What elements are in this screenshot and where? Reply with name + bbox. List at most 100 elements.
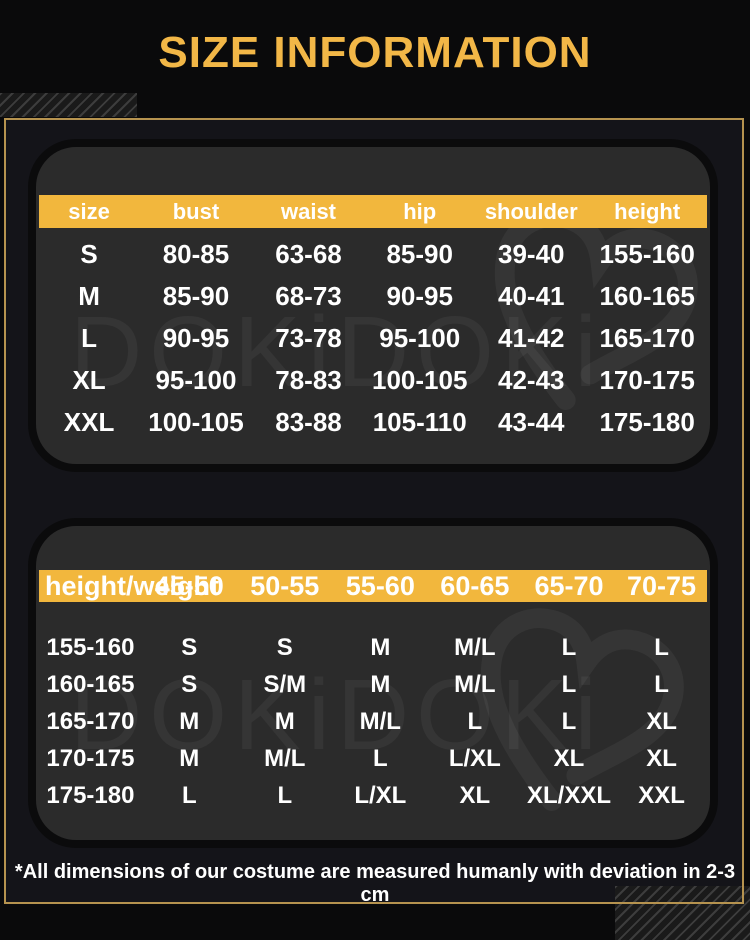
value-cell: M/L	[359, 707, 401, 735]
size-table-header-row: size bust waist hip shoulder height	[39, 195, 707, 228]
value-cell: 40-41	[498, 280, 565, 311]
measurement-disclaimer: *All dimensions of our costume are measu…	[14, 861, 736, 906]
table-row: L 90-95 73-78 95-100 41-42 165-170	[39, 317, 707, 359]
header-cell: 65-70	[534, 570, 604, 601]
table-row: 170-175 M M/L L L/XL XL XL	[39, 740, 707, 777]
size-cell: M	[78, 280, 100, 311]
height-range-cell: 175-180	[46, 781, 135, 809]
value-cell: 43-44	[498, 406, 565, 437]
header-cell: 70-75	[627, 570, 697, 601]
table-row: 155-160 S S M M/L L L	[39, 629, 707, 666]
value-cell: 85-90	[386, 238, 453, 269]
value-cell: 85-90	[162, 280, 230, 311]
value-cell: XL	[646, 707, 677, 735]
value-cell: 80-85	[162, 238, 230, 269]
hatched-decoration-top-left	[0, 93, 137, 117]
header-cell: 45-50	[154, 570, 224, 601]
table-row: XL 95-100 78-83 100-105 42-43 170-175	[39, 359, 707, 401]
value-cell: L/XL	[354, 781, 407, 809]
value-cell: L	[372, 744, 388, 772]
value-cell: L	[561, 633, 577, 661]
value-cell: L	[277, 781, 293, 809]
value-cell: 90-95	[162, 322, 230, 353]
table-row: 165-170 M M M/L L L XL	[39, 703, 707, 740]
fit-table-header-row: height/weight 45-50 50-55 55-60 60-65 65…	[39, 570, 707, 602]
table-row: M 85-90 68-73 90-95 40-41 160-165	[39, 275, 707, 317]
value-cell: L	[654, 670, 669, 698]
value-cell: S	[181, 633, 198, 661]
fit-table: height/weight 45-50 50-55 55-60 60-65 65…	[39, 570, 707, 814]
value-cell: XL	[553, 744, 585, 772]
height-range-cell: 160-165	[46, 670, 135, 698]
header-cell: 50-55	[250, 570, 320, 601]
header-cell: size	[68, 198, 110, 224]
value-cell: M	[370, 633, 391, 661]
height-range-cell: 170-175	[46, 744, 135, 772]
value-cell: 165-170	[599, 322, 695, 353]
height-range-cell: 165-170	[46, 707, 135, 735]
value-cell: L	[654, 633, 669, 661]
value-cell: 68-73	[275, 280, 342, 311]
height-range-cell: 155-160	[46, 633, 135, 661]
value-cell: L/XL	[448, 744, 501, 772]
size-cell: L	[81, 322, 98, 353]
value-cell: S	[276, 633, 293, 661]
value-cell: 78-83	[275, 364, 342, 395]
header-cell: shoulder	[484, 198, 578, 224]
fit-table-body: 155-160 S S M M/L L L 160-165 S S/M M M/…	[39, 629, 707, 814]
header-cell: 55-60	[345, 570, 415, 601]
value-cell: L	[561, 670, 577, 698]
value-cell: L	[181, 781, 197, 809]
size-cell: XXL	[63, 406, 115, 437]
header-cell: bust	[172, 198, 220, 224]
value-cell: 95-100	[379, 322, 461, 353]
size-cell: S	[80, 238, 98, 269]
value-cell: 63-68	[275, 238, 342, 269]
value-cell: L	[467, 707, 483, 735]
value-cell: 170-175	[599, 364, 695, 395]
table-row: 175-180 L L L/XL XL XL/XXL XXL	[39, 777, 707, 814]
header-cell: hip	[403, 198, 437, 224]
value-cell: M/L	[454, 670, 496, 698]
value-cell: 155-160	[599, 238, 695, 269]
value-cell: 41-42	[498, 322, 565, 353]
value-cell: M/L	[264, 744, 306, 772]
value-cell: M	[179, 707, 200, 735]
value-cell: M	[179, 744, 200, 772]
value-cell: XXL	[638, 781, 685, 809]
value-cell: S/M	[263, 670, 307, 698]
header-cell: waist	[280, 198, 337, 224]
value-cell: 95-100	[155, 364, 237, 395]
value-cell: L	[561, 707, 577, 735]
value-cell: 42-43	[498, 364, 565, 395]
table-row: 160-165 S S/M M M/L L L	[39, 666, 707, 703]
hatched-decoration-bottom-right	[615, 886, 750, 940]
value-cell: 175-180	[599, 406, 695, 437]
value-cell: M/L	[454, 633, 496, 661]
value-cell: 83-88	[275, 406, 342, 437]
value-cell: 100-105	[148, 406, 244, 437]
size-table-body: S 80-85 63-68 85-90 39-40 155-160 M 85-9…	[39, 233, 707, 443]
value-cell: 90-95	[386, 280, 453, 311]
corner-label: height/weight	[45, 570, 219, 601]
value-cell: M	[274, 707, 295, 735]
height-weight-panel: DOKiDOKi height/weight 45-50 50-55 55-60…	[28, 518, 718, 848]
table-row: XXL 100-105 83-88 105-110 43-44 175-180	[39, 401, 707, 443]
page-title: SIZE INFORMATION	[158, 28, 592, 77]
value-cell: M	[370, 670, 391, 698]
value-cell: 160-165	[599, 280, 695, 311]
size-measurements-panel: DOKiDOKi size bust waist hip shoulder he…	[28, 139, 718, 472]
table-row: S 80-85 63-68 85-90 39-40 155-160	[39, 233, 707, 275]
value-cell: XL	[646, 744, 677, 772]
size-cell: XL	[72, 364, 106, 395]
value-cell: 39-40	[498, 238, 565, 269]
header-cell: 60-65	[440, 570, 510, 601]
value-cell: 100-105	[372, 364, 468, 395]
value-cell: 73-78	[275, 322, 342, 353]
size-table: size bust waist hip shoulder height S 80…	[39, 195, 707, 443]
value-cell: XL	[459, 781, 491, 809]
value-cell: XL/XXL	[527, 781, 612, 809]
value-cell: 105-110	[372, 406, 467, 437]
value-cell: S	[181, 670, 198, 698]
header-cell: height	[614, 198, 681, 224]
